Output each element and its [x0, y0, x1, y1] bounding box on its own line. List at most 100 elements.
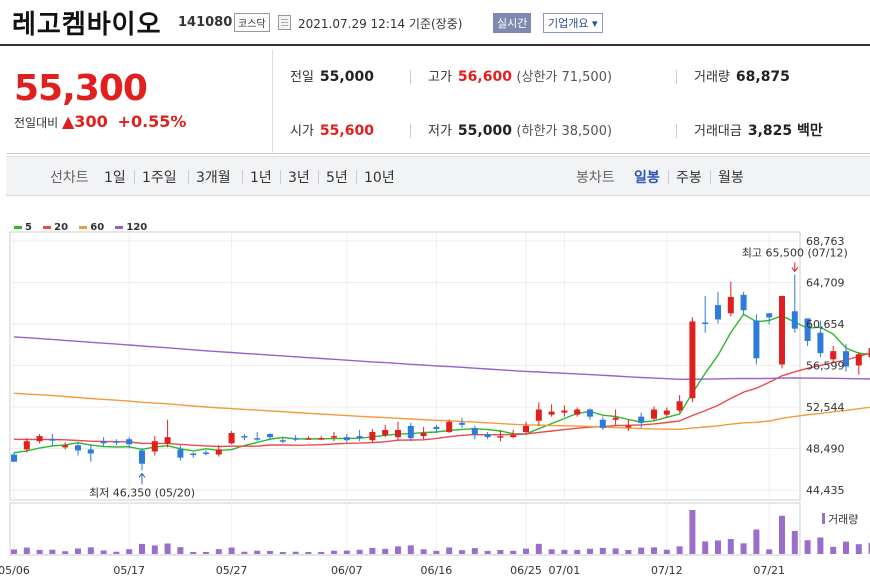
volume-legend: 거래량 [828, 513, 858, 526]
candle [459, 422, 465, 425]
company-name: 레고켐바이오 [12, 10, 162, 40]
day-high: 고가 56,600 (상한가 71,500) [428, 66, 612, 85]
candle [343, 437, 350, 441]
candle [75, 445, 81, 451]
divider [318, 170, 319, 184]
price-divider [272, 50, 273, 154]
chart-grid [10, 232, 800, 555]
volume-bar [36, 549, 43, 554]
realtime-button[interactable]: 실시간 [493, 13, 532, 33]
open-label: 시가 [290, 124, 314, 139]
volume-label: 거래량 [694, 70, 730, 85]
candle [843, 351, 849, 367]
candle [574, 409, 581, 415]
candle-daily[interactable]: 일봉 [634, 170, 660, 186]
candle-chart-label: 봉차트 [576, 170, 615, 186]
y-tick-label: 64,709 [806, 277, 845, 290]
candle [612, 417, 619, 420]
high-arrow [791, 262, 799, 273]
candle [817, 332, 824, 354]
change-label: 전일대비 [14, 116, 59, 130]
chart-toolbar: 선차트 1일 1주일 3개월 1년 3년 5년 10년 봉차트 일봉 주봉 월봉 [6, 156, 870, 196]
candle [228, 433, 235, 444]
volume-bar [241, 551, 248, 554]
current-price: 55,300 [14, 68, 148, 109]
amount-label: 거래대금 [694, 124, 742, 139]
candle [446, 421, 453, 433]
candle [254, 438, 261, 440]
divider [188, 170, 189, 184]
period-10y[interactable]: 10년 [364, 170, 395, 186]
period-5y[interactable]: 5년 [326, 170, 348, 186]
candle [369, 432, 376, 441]
candle [523, 425, 529, 433]
candle [535, 409, 542, 421]
divider [710, 170, 711, 184]
period-3m[interactable]: 3개월 [196, 170, 231, 186]
ma-legend: 5 20 60 120 [14, 222, 155, 233]
candle [420, 433, 427, 437]
x-tick-label: 06/16 [421, 564, 453, 577]
volume-bar [369, 547, 376, 554]
volume-bar [574, 549, 581, 554]
ma-legend-5: 5 [14, 222, 32, 233]
volume-bar [407, 545, 414, 554]
candle [36, 436, 43, 442]
candle [151, 441, 158, 452]
volume-bar [267, 550, 273, 554]
volume-bar [715, 540, 721, 554]
candle-weekly[interactable]: 주봉 [676, 170, 702, 186]
candle [779, 295, 785, 365]
volume-bar [279, 552, 286, 554]
candle [305, 438, 312, 440]
volume-bar [164, 543, 171, 554]
volume-bar [395, 546, 401, 554]
company-overview-dropdown[interactable]: 기업개요 ▾ [543, 13, 603, 33]
candle [215, 449, 222, 455]
volume-bar [126, 549, 133, 554]
volume-bar [151, 545, 158, 554]
candle [855, 354, 862, 366]
divider [410, 70, 411, 84]
candle-monthly[interactable]: 월봉 [718, 170, 744, 186]
volume-bar [587, 548, 593, 554]
volume-bar [830, 546, 837, 554]
lower-limit: (하한가 38,500) [516, 124, 613, 139]
y-tick-label: 48,490 [806, 443, 845, 456]
candle [663, 410, 670, 415]
candle [868, 348, 870, 358]
volume-bar [87, 547, 94, 554]
volume-frame [9, 502, 801, 556]
high-annotation: 최고 65,500 (07/12) [742, 246, 848, 259]
volume-bars [11, 510, 870, 554]
candle [625, 425, 632, 428]
low-label: 저가 [428, 124, 452, 139]
candle [164, 437, 171, 444]
candle [497, 436, 504, 438]
candle [382, 429, 389, 436]
quote-timestamp: 2021.07.29 12:14 기준(장중) [298, 17, 463, 31]
volume-bar [535, 543, 542, 554]
period-3y[interactable]: 3년 [288, 170, 310, 186]
volume-bar [804, 540, 811, 554]
volume-bar [471, 548, 478, 554]
candle [587, 409, 593, 417]
period-1y[interactable]: 1년 [250, 170, 272, 186]
divider [668, 170, 669, 184]
period-1d[interactable]: 1일 [104, 170, 126, 186]
volume-bar [75, 548, 81, 554]
line-chart-label: 선차트 [50, 170, 89, 186]
period-1w[interactable]: 1주일 [142, 170, 177, 186]
volume-bar [855, 544, 862, 554]
volume-bar [23, 547, 30, 554]
candle [753, 320, 760, 359]
x-axis-ticks: 05/06 05/17 05/27 06/07 06/16 06/25 07/01 07/12… [0, 564, 785, 577]
ma-line [13, 392, 870, 431]
candle [11, 454, 17, 462]
prev-close-label: 전일 [290, 70, 314, 85]
candle [561, 410, 568, 413]
candle [740, 294, 747, 311]
candle [279, 440, 286, 442]
candle [727, 296, 734, 314]
